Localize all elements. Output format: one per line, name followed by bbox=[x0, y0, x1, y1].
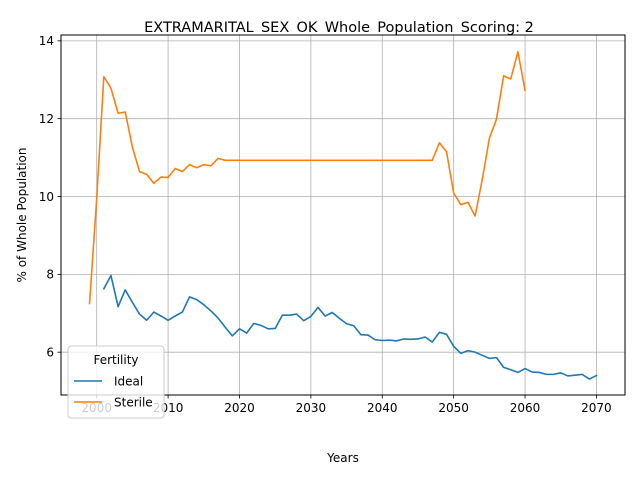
x-tick-label: 2030 bbox=[296, 401, 327, 415]
chart-title: EXTRAMARITAL_SEX_OK_Whole_Population_Sco… bbox=[144, 20, 534, 36]
y-tick-label: 12 bbox=[39, 112, 54, 126]
plot-area-frame bbox=[60, 34, 626, 396]
series-line-ideal bbox=[102, 274, 598, 380]
y-tick-label: 10 bbox=[39, 190, 54, 204]
series-line-sterile bbox=[88, 50, 526, 305]
x-tick-label: 2050 bbox=[438, 401, 469, 415]
x-tick-label: 2060 bbox=[510, 401, 541, 415]
y-tick-label: 6 bbox=[46, 345, 54, 359]
y-tick-label: 8 bbox=[46, 268, 54, 282]
legend-title: Fertility bbox=[93, 353, 138, 367]
x-axis-label: Years bbox=[326, 451, 359, 465]
y-tick-label: 14 bbox=[39, 34, 54, 48]
x-tick-label: 2070 bbox=[581, 401, 612, 415]
legend: Fertility Ideal Sterile bbox=[67, 345, 165, 419]
y-axis-label: % of Whole Population bbox=[15, 148, 29, 283]
legend-box bbox=[67, 345, 165, 419]
legend-label-ideal: Ideal bbox=[114, 375, 143, 389]
legend-label-sterile: Sterile bbox=[114, 396, 153, 410]
x-tick-label: 2040 bbox=[367, 401, 398, 415]
x-tick-label: 2020 bbox=[224, 401, 255, 415]
